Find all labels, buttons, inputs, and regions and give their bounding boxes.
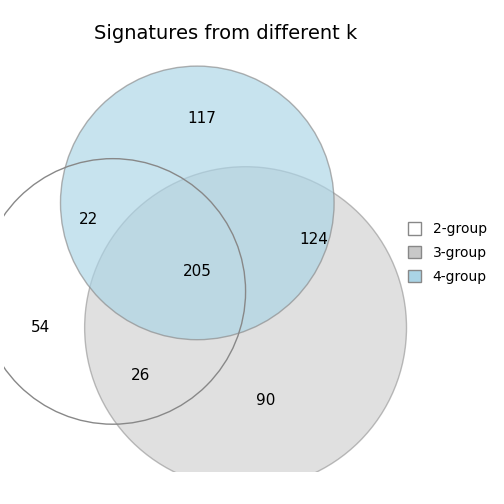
Text: 22: 22 (79, 212, 98, 226)
Text: 117: 117 (187, 111, 216, 126)
Text: 54: 54 (31, 320, 50, 335)
Circle shape (85, 167, 407, 488)
Text: 205: 205 (183, 264, 212, 279)
Circle shape (60, 66, 334, 340)
Title: Signatures from different k: Signatures from different k (94, 24, 357, 43)
Text: 124: 124 (299, 232, 329, 246)
Text: 90: 90 (256, 393, 275, 408)
Text: 26: 26 (131, 368, 151, 384)
Legend: 2-group, 3-group, 4-group: 2-group, 3-group, 4-group (401, 215, 493, 290)
